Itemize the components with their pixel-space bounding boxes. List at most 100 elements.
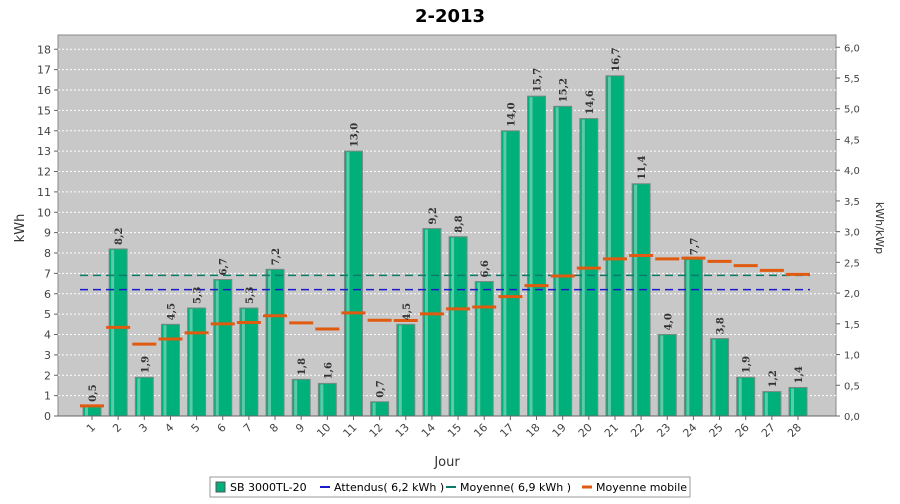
grid-lines [58,48,836,397]
x-tick-label: 15 [445,421,464,440]
bar-highlight [189,309,193,416]
x-axis-title: Jour [433,455,460,470]
y-tick-label: 13 [37,145,51,158]
bar-highlight [294,380,298,416]
bar-value-label: 1,4 [794,366,805,383]
bar-value-label: 14,0 [506,102,517,126]
y-right-tick-label: 2,0 [844,289,860,300]
bar-value-label: 8,2 [114,227,125,244]
y-right-tick-label: 6,0 [844,43,860,54]
legend-label: SB 3000TL-20 [230,481,307,494]
bar-highlight [241,309,245,416]
y-right-tick-label: 3,0 [844,228,860,239]
x-tick-label: 16 [471,421,490,440]
bar-highlight [503,131,507,417]
legend-label: Moyenne( 6,9 kWh ) [460,481,571,494]
x-tick-label: 24 [680,421,699,440]
x-tick-label: 26 [733,421,752,440]
bar-value-label: 3,8 [716,317,727,334]
bar-highlight [634,184,638,416]
x-tick-label: 9 [293,421,307,435]
y-tick-label: 10 [37,206,51,219]
x-tick-label: 18 [524,421,543,440]
bar-value-label: 4,5 [166,303,177,320]
y-tick-label: 18 [37,43,51,56]
bar-value-label: 6,7 [219,258,230,275]
x-tick-label: 12 [367,421,386,440]
x-tick-label: 13 [393,421,412,440]
bar-highlight [477,282,481,416]
bar-highlight [529,97,533,417]
x-tick-label: 25 [707,421,726,440]
bar-value-label: 11,4 [637,155,648,179]
bar-value-label: 1,9 [140,356,151,373]
y-right-tick-label: 4,0 [844,166,860,177]
y-axis-title: kWh [13,214,28,243]
bar-highlight [268,270,272,416]
y-tick-label: 12 [37,166,51,179]
y-right-tick-label: 5,5 [844,74,860,85]
x-tick-label: 6 [215,421,229,435]
bar-value-label: 1,8 [297,358,308,375]
x-tick-label: 10 [314,421,333,440]
bar-highlight [738,378,742,416]
legend-label: Moyenne mobile [596,481,687,494]
x-tick-label: 4 [162,421,176,435]
bar-highlight [686,260,690,416]
y-tick-label: 16 [37,84,51,97]
x-axis: 1 2 3 4 5 6 7 8 9 10 11 12 13 14 15 16 17 18 19 20 21 22 23 24 2… [58,415,836,440]
x-tick-label: 2 [110,421,124,435]
y-tick-label: 7 [44,267,51,280]
data-labels-layer: 0,5 8,2 1,9 4,5 5,3 6,7 5,3 7,2 1,8 1,6 13,0 0,7 4,5… [88,47,805,401]
bar-highlight [346,152,350,417]
bar-highlight [85,406,88,416]
x-tick-label: 27 [759,421,778,440]
x-tick-label: 19 [550,421,569,440]
bar-highlight [607,76,611,417]
bar-value-label: 1,9 [742,356,753,373]
y-right-tick-label: 3,5 [844,197,860,208]
x-tick-label: 20 [576,421,595,440]
x-tick-label: 3 [136,421,150,435]
bar-value-label: 1,2 [768,370,779,387]
chart-title: 2-2013 [415,6,485,27]
reference-lines [80,274,810,291]
legend-label: Attendus( 6,2 kWh ) [334,481,444,494]
x-tick-label: 14 [419,421,438,440]
bar-highlight [215,280,219,416]
bar-value-label: 5,3 [245,287,256,304]
y-tick-label: 14 [37,125,51,138]
bar-highlight [791,388,794,416]
legend: SB 3000TL-20 Attendus( 6,2 kWh ) Moyenne( … [209,476,691,498]
y-right-tick-label: 5,0 [844,105,860,116]
x-tick-label: 1 [84,421,98,435]
bar-highlight [163,325,167,416]
y-tick-label: 8 [44,247,51,260]
x-tick-label: 28 [785,421,804,440]
bar-value-label: 7,2 [271,248,282,265]
x-tick-label: 7 [241,421,255,435]
y-tick-label: 3 [44,349,51,362]
x-tick-label: 22 [628,421,647,440]
bar-highlight [424,229,428,416]
bar-value-label: 5,3 [193,287,204,304]
bar-value-label: 6,6 [480,260,491,277]
bar-highlight [555,107,559,417]
bar-value-label: 4,0 [663,313,674,330]
legend-swatch [215,481,226,493]
x-tick-label: 5 [189,421,203,435]
bar-value-label: 0,5 [88,384,99,401]
y-tick-label: 17 [37,64,51,77]
y-axis-right-title: kWh/kWp [873,202,886,254]
y-axis-right: 0,0 0,5 1,0 1,5 2,0 2,5 3,0 3,5 4,0 4,5 5,0 5,5 6,0 [836,43,860,423]
y-tick-label: 2 [44,369,51,382]
y-right-tick-label: 0,0 [844,412,860,423]
bar-value-label: 15,2 [559,78,570,102]
x-tick-label: 17 [497,421,516,440]
bar-highlight [111,249,115,416]
y-right-tick-label: 4,5 [844,135,860,146]
x-tick-label: 8 [267,421,281,435]
